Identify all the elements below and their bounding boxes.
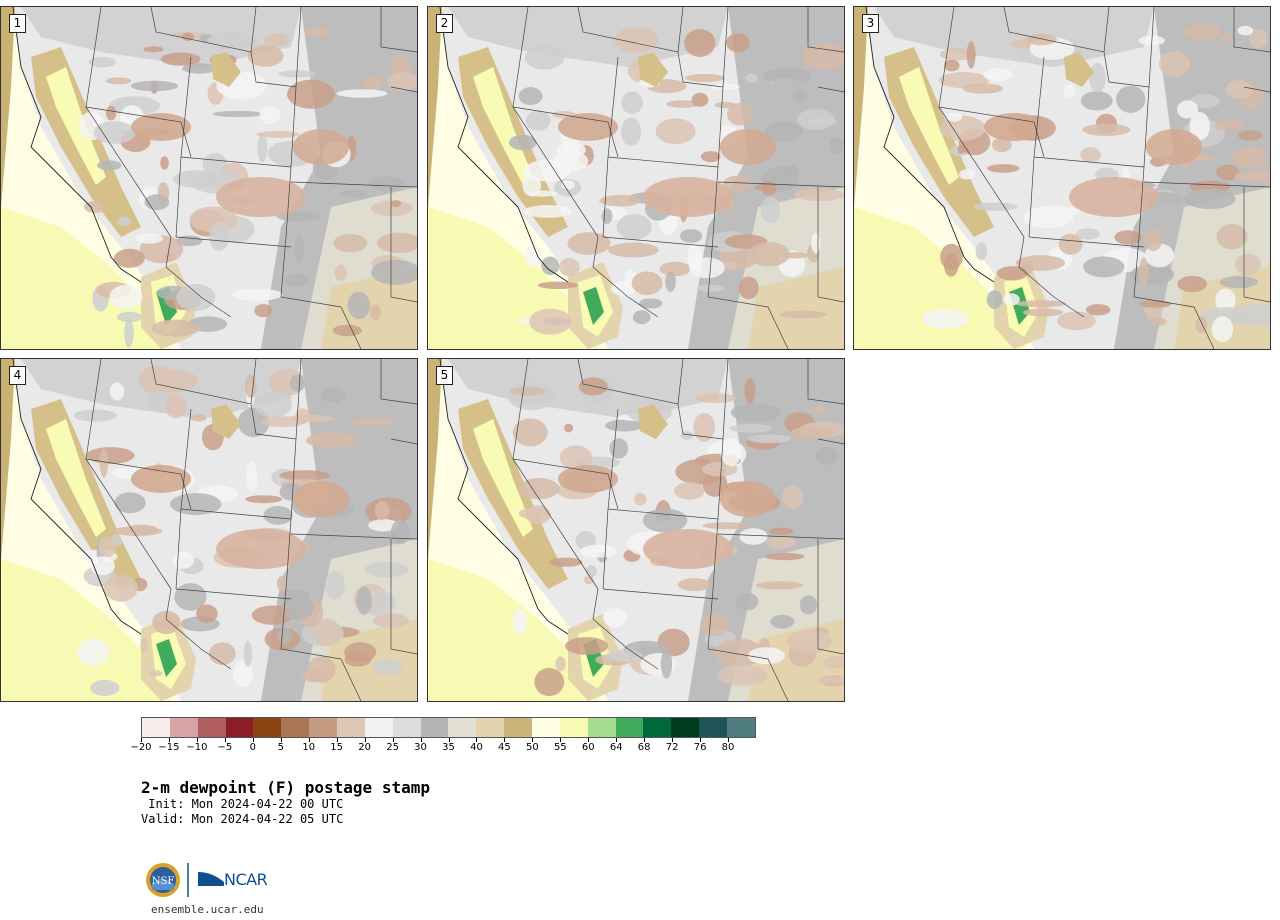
colorbar-tick-mark bbox=[560, 738, 562, 742]
dewpoint-map bbox=[428, 359, 844, 701]
colorbar-tick-label: −15 bbox=[158, 742, 180, 753]
colorbar-swatch bbox=[559, 718, 588, 737]
colorbar-tick-mark bbox=[392, 738, 394, 742]
panel-number: 5 bbox=[436, 366, 453, 385]
colorbar-tick-label: 72 bbox=[665, 742, 679, 753]
colorbar-swatch bbox=[142, 718, 170, 737]
colorbar-tick-label: −5 bbox=[217, 742, 233, 753]
colorbar-tick-label: 60 bbox=[581, 742, 595, 753]
dewpoint-map bbox=[1, 359, 417, 701]
postage-stamp-panel-4: 4 bbox=[0, 358, 418, 702]
nsf-ncar-logos: NSF bbox=[146, 863, 224, 897]
colorbar-tick-label: −20 bbox=[130, 742, 152, 753]
colorbar-swatch bbox=[281, 718, 310, 737]
colorbar-swatch bbox=[699, 718, 728, 737]
colorbar-swatch bbox=[225, 718, 254, 737]
colorbar-tick-mark bbox=[644, 738, 646, 742]
colorbar-swatch bbox=[253, 718, 282, 737]
colorbar-swatch bbox=[727, 718, 755, 737]
dewpoint-map bbox=[854, 7, 1270, 349]
valid-time: Valid: Mon 2024-04-22 05 UTC bbox=[141, 812, 344, 826]
colorbar-tick-mark bbox=[588, 738, 590, 742]
colorbar-tick-label: 68 bbox=[637, 742, 651, 753]
ncar-logo-text: NCAR bbox=[224, 870, 268, 889]
colorbar-tick-mark bbox=[336, 738, 338, 742]
init-time: Init: Mon 2024-04-22 00 UTC bbox=[141, 797, 344, 811]
colorbar-tick-mark bbox=[700, 738, 702, 742]
dewpoint-map bbox=[1, 7, 417, 349]
colorbar-tick-label: 10 bbox=[302, 742, 316, 753]
colorbar-tick-mark bbox=[168, 738, 170, 742]
colorbar-tick-mark bbox=[224, 738, 226, 742]
colorbar-tick-label: −10 bbox=[186, 742, 208, 753]
colorbar-tick-label: 35 bbox=[442, 742, 455, 753]
colorbar-tick-mark bbox=[280, 738, 282, 742]
colorbar-swatch bbox=[337, 718, 365, 737]
colorbar-swatch bbox=[643, 718, 672, 737]
colorbar-tick-mark bbox=[308, 738, 310, 742]
colorbar-swatch bbox=[532, 718, 560, 737]
panel-number: 2 bbox=[436, 14, 453, 33]
colorbar-tick-label: 76 bbox=[693, 742, 707, 753]
panel-number: 3 bbox=[862, 14, 879, 33]
colorbar-tick-labels: −20 −15 −10 −5 0 5 10 15 20 25 30 35 40 45 50 55 60 64 68 7… bbox=[130, 738, 756, 756]
colorbar-tick-label: 15 bbox=[330, 742, 344, 753]
postage-stamp-panel-5: 5 bbox=[427, 358, 845, 702]
ncar-logo-icon bbox=[198, 870, 224, 886]
panel-number: 1 bbox=[9, 14, 26, 33]
colorbar bbox=[141, 717, 756, 738]
colorbar-swatch bbox=[615, 718, 644, 737]
website-url: ensemble.ucar.edu bbox=[151, 903, 264, 916]
plot-title: 2-m dewpoint (F) postage stamp bbox=[141, 778, 430, 797]
colorbar-tick-mark bbox=[476, 738, 478, 742]
colorbar-tick-label: 40 bbox=[470, 742, 483, 753]
colorbar-tick-mark bbox=[420, 738, 422, 742]
colorbar-swatch bbox=[364, 718, 393, 737]
colorbar-tick-label: 45 bbox=[498, 742, 511, 753]
colorbar-swatch bbox=[169, 718, 198, 737]
colorbar-tick-label: 30 bbox=[414, 742, 427, 753]
colorbar-tick-label: 50 bbox=[525, 742, 539, 753]
colorbar-tick-label: 5 bbox=[277, 742, 284, 753]
colorbar-swatch bbox=[392, 718, 421, 737]
colorbar-tick-mark bbox=[728, 738, 730, 742]
colorbar-tick-mark bbox=[616, 738, 618, 742]
colorbar-tick-mark bbox=[252, 738, 254, 742]
colorbar-swatch bbox=[504, 718, 533, 737]
colorbar-tick-label: 55 bbox=[553, 742, 567, 753]
colorbar-tick-mark bbox=[141, 738, 142, 742]
colorbar-tick-label: 80 bbox=[721, 742, 735, 753]
dewpoint-map bbox=[428, 7, 844, 349]
postage-stamp-panel-2: 2 bbox=[427, 6, 845, 350]
colorbar-tick-label: 0 bbox=[249, 742, 256, 753]
colorbar-tick-mark bbox=[364, 738, 366, 742]
colorbar-swatch bbox=[309, 718, 338, 737]
colorbar-tick-mark bbox=[504, 738, 506, 742]
postage-stamp-panel-3: 3 bbox=[853, 6, 1271, 350]
colorbar-tick-mark bbox=[448, 738, 450, 742]
colorbar-swatch bbox=[420, 718, 449, 737]
colorbar-tick-label: 25 bbox=[386, 742, 399, 753]
colorbar-swatch bbox=[448, 718, 477, 737]
panel-number: 4 bbox=[9, 366, 26, 385]
colorbar-swatch bbox=[587, 718, 616, 737]
colorbar-swatch bbox=[671, 718, 700, 737]
postage-stamp-panel-1: 1 bbox=[0, 6, 418, 350]
colorbar-tick-mark bbox=[672, 738, 674, 742]
nsf-logo-icon: NSF bbox=[146, 863, 180, 897]
colorbar-tick-mark bbox=[532, 738, 534, 742]
colorbar-swatch bbox=[197, 718, 226, 737]
colorbar-tick-label: 64 bbox=[609, 742, 623, 753]
nsf-logo-text: NSF bbox=[152, 876, 175, 887]
colorbar-swatch bbox=[476, 718, 505, 737]
colorbar-tick-mark bbox=[196, 738, 198, 742]
colorbar-tick-label: 20 bbox=[358, 742, 371, 753]
